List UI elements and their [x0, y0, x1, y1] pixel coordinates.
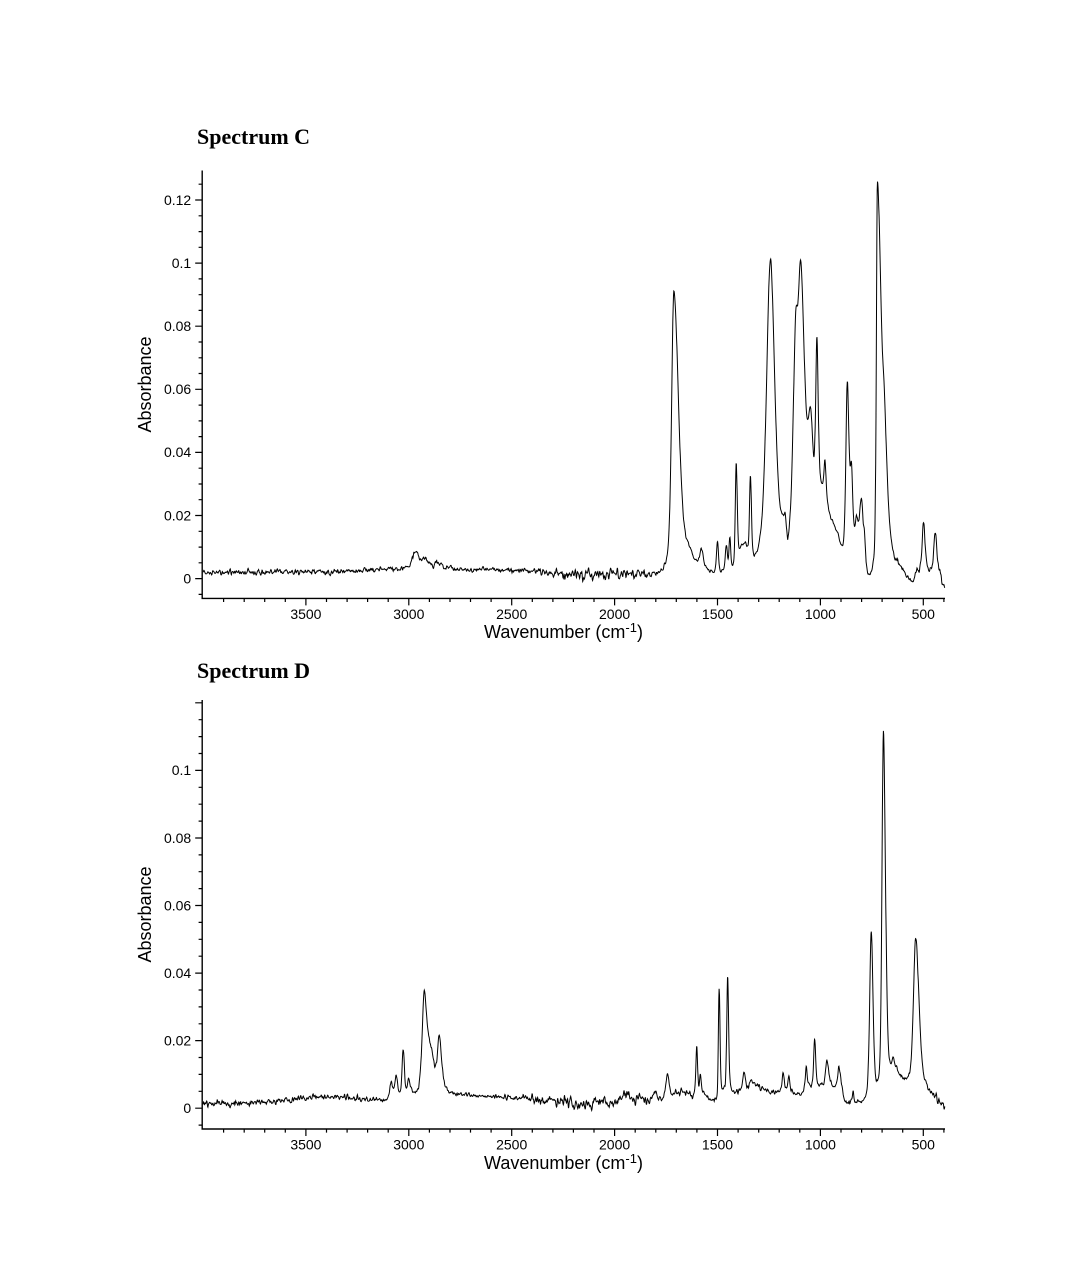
svg-text:3000: 3000: [393, 606, 424, 622]
svg-text:Wavenumber (cm-1): Wavenumber (cm-1): [484, 1151, 643, 1173]
svg-text:1500: 1500: [702, 606, 733, 622]
svg-text:Spectrum C: Spectrum C: [197, 124, 310, 149]
svg-text:2500: 2500: [496, 606, 527, 622]
svg-text:1000: 1000: [805, 606, 836, 622]
svg-text:Absorbance: Absorbance: [135, 866, 155, 962]
svg-text:2500: 2500: [496, 1137, 527, 1153]
svg-text:0.06: 0.06: [164, 897, 191, 913]
svg-text:2000: 2000: [599, 606, 630, 622]
svg-text:Absorbance: Absorbance: [135, 336, 155, 432]
svg-text:0: 0: [183, 1100, 191, 1116]
svg-text:Wavenumber (cm-1): Wavenumber (cm-1): [484, 620, 643, 642]
svg-text:3000: 3000: [393, 1137, 424, 1153]
svg-text:0.04: 0.04: [164, 444, 191, 460]
svg-text:Spectrum D: Spectrum D: [197, 658, 310, 683]
svg-text:0.06: 0.06: [164, 381, 191, 397]
svg-text:0.02: 0.02: [164, 507, 191, 523]
svg-text:500: 500: [912, 1137, 936, 1153]
svg-text:1500: 1500: [702, 1137, 733, 1153]
svg-text:0.12: 0.12: [164, 192, 191, 208]
svg-text:3500: 3500: [290, 1137, 321, 1153]
svg-text:2000: 2000: [599, 1137, 630, 1153]
svg-text:0.1: 0.1: [172, 762, 192, 778]
svg-text:500: 500: [912, 606, 936, 622]
svg-text:1000: 1000: [805, 1137, 836, 1153]
svg-text:0.02: 0.02: [164, 1032, 191, 1048]
svg-text:3500: 3500: [290, 606, 321, 622]
svg-text:0: 0: [183, 570, 191, 586]
svg-text:0.08: 0.08: [164, 318, 191, 334]
svg-text:0.08: 0.08: [164, 830, 191, 846]
svg-text:0.1: 0.1: [172, 255, 192, 271]
svg-text:0.04: 0.04: [164, 965, 191, 981]
